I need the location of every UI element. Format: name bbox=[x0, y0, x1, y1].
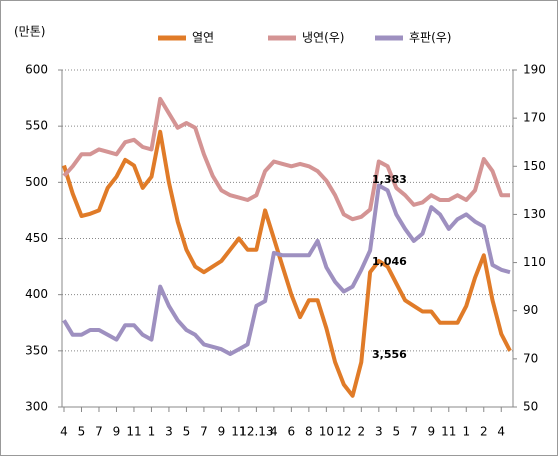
y-tick-label: 350 bbox=[25, 343, 48, 357]
y-axis-label: (만톤) bbox=[14, 25, 45, 39]
x-tick-label: 12.13 bbox=[239, 425, 273, 439]
y-tick-label: 400 bbox=[25, 287, 48, 301]
x-tick-label: 11 bbox=[441, 425, 456, 439]
x-tick-label: 7 bbox=[95, 425, 103, 439]
y2-tick-label: 50 bbox=[523, 400, 538, 414]
x-tick-label: 5 bbox=[392, 425, 400, 439]
y2-tick-label: 170 bbox=[523, 111, 546, 125]
legend-label: 냉연(우) bbox=[302, 31, 344, 45]
y-tick-label: 600 bbox=[25, 63, 48, 77]
x-tick-label: 2 bbox=[480, 425, 488, 439]
y2-tick-label: 70 bbox=[523, 351, 538, 365]
x-tick-label: 11 bbox=[126, 425, 141, 439]
x-tick-label: 2 bbox=[358, 425, 366, 439]
x-tick-label: 1 bbox=[462, 425, 470, 439]
x-tick-label: 10 bbox=[319, 425, 334, 439]
annotation: 3,556 bbox=[372, 348, 407, 361]
annotation: 1,046 bbox=[372, 255, 407, 268]
x-tick-label: 5 bbox=[183, 425, 191, 439]
y-tick-label: 550 bbox=[25, 119, 48, 133]
x-tick-label: 7 bbox=[410, 425, 418, 439]
y-tick-label: 300 bbox=[25, 400, 48, 414]
legend-label: 열연 bbox=[192, 31, 214, 45]
x-tick-label: 6 bbox=[288, 425, 296, 439]
x-tick-label: 4 bbox=[270, 425, 278, 439]
x-tick-label: 12 bbox=[336, 425, 351, 439]
x-tick-label: 9 bbox=[218, 425, 226, 439]
series-line bbox=[62, 96, 510, 222]
x-tick-label: 5 bbox=[78, 425, 86, 439]
y2-tick-label: 90 bbox=[523, 303, 538, 317]
y2-tick-label: 130 bbox=[523, 207, 546, 221]
y2-tick-label: 110 bbox=[523, 255, 546, 269]
series-line bbox=[62, 129, 512, 398]
y-tick-label: 450 bbox=[25, 231, 48, 245]
x-tick-label: 1 bbox=[148, 425, 156, 439]
x-tick-label: 8 bbox=[305, 425, 313, 439]
x-tick-label: 4 bbox=[497, 425, 505, 439]
y2-tick-label: 190 bbox=[523, 63, 546, 77]
x-tick-label: 11 bbox=[231, 425, 246, 439]
x-tick-label: 3 bbox=[165, 425, 173, 439]
x-tick-label: 7 bbox=[200, 425, 208, 439]
x-tick-label: 9 bbox=[427, 425, 435, 439]
x-tick-label: 3 bbox=[375, 425, 383, 439]
y2-tick-label: 150 bbox=[523, 159, 546, 173]
x-tick-label: 4 bbox=[60, 425, 68, 439]
x-tick-label: 9 bbox=[113, 425, 121, 439]
legend-label: 후판(우) bbox=[409, 31, 451, 45]
annotation: 1,383 bbox=[372, 173, 407, 186]
series-line bbox=[62, 183, 511, 356]
y-tick-label: 500 bbox=[25, 175, 48, 189]
